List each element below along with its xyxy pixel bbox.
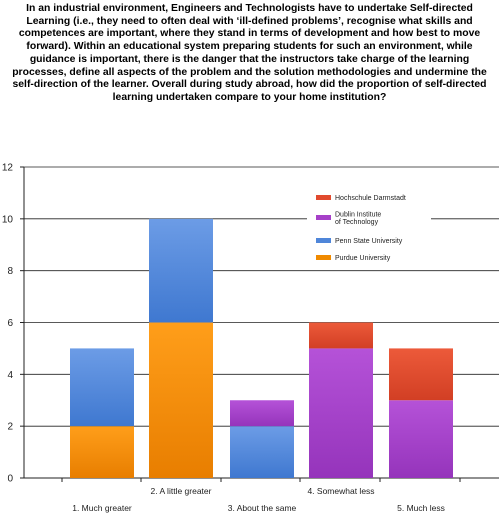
bar-purdue-university-2 [149, 322, 213, 478]
legend-label-purdue-university: Purdue University [335, 255, 391, 262]
bars [70, 218, 453, 478]
bar-dublin-institute-of-technology-3 [230, 400, 294, 427]
legend-swatch-hochschule-darmstadt [316, 195, 331, 200]
y-tick-label-4: 4 [7, 370, 13, 381]
bar-purdue-university-1 [70, 426, 134, 478]
x-tick-label-1: 1. Much greater [72, 503, 132, 513]
y-tick-label-10: 10 [2, 214, 14, 225]
y-tick-label-8: 8 [7, 266, 13, 277]
legend-label-dublin-institute-of-technology: Dublin Institute of Technology [335, 212, 381, 227]
tick-labels: 0 2 4 6 8 10 12 1. Much greater 2. A little grea… [2, 163, 445, 514]
y-tick-label-12: 12 [2, 163, 14, 174]
bar-dublin-institute-of-technology-4 [309, 348, 373, 478]
chart-title: In an industrial environment, Engineers … [12, 3, 487, 103]
legend-label-hochschule-darmstadt: Hochschule Darmstadt [335, 195, 406, 202]
y-tick-label-6: 6 [7, 318, 13, 329]
legend-swatch-dublin-institute-of-technology [316, 215, 331, 220]
x-tick-label-5: 5. Much less [397, 503, 445, 513]
bar-penn-state-university-3 [230, 426, 294, 478]
x-tick-label-3: 3. About the same [228, 503, 297, 513]
y-tick-label-0: 0 [7, 474, 13, 485]
legend-label-penn-state-university: Penn State University [335, 238, 403, 245]
bar-hochschule-darmstadt-4 [309, 322, 373, 349]
legend-swatch-purdue-university [316, 255, 331, 260]
bar-dublin-institute-of-technology-5 [389, 400, 453, 478]
x-tick-label-4: 4. Somewhat less [307, 486, 374, 496]
legend-box [307, 188, 431, 268]
y-tick-label-2: 2 [7, 422, 13, 433]
bar-penn-state-university-2 [149, 218, 213, 323]
bar-penn-state-university-1 [70, 348, 134, 427]
legend-swatch-penn-state-university [316, 238, 331, 243]
bar-hochschule-darmstadt-5 [389, 348, 453, 401]
x-tick-label-2: 2. A little greater [151, 486, 212, 496]
legend: Hochschule Darmstadt Dublin Institute of T… [307, 188, 431, 268]
